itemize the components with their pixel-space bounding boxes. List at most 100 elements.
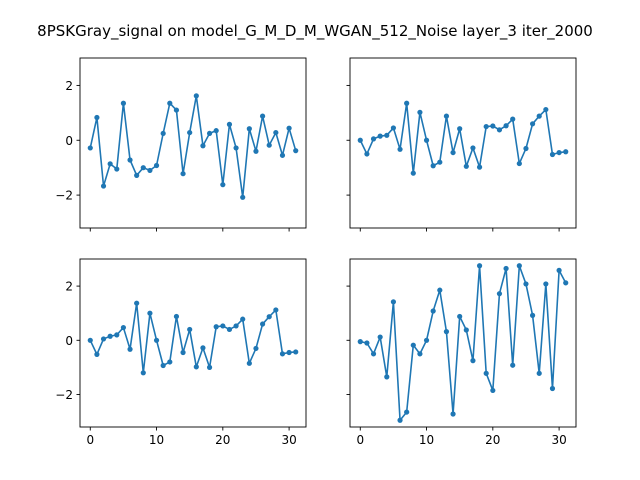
data-point: [153, 337, 160, 343]
data-point: [127, 346, 133, 352]
data-point: [423, 337, 430, 343]
data-point: [377, 334, 383, 340]
axes-frame: [349, 258, 577, 428]
data-point: [430, 308, 436, 314]
subplot-4: 0 10 20 30: [346, 258, 577, 447]
data-point: [397, 146, 403, 152]
data-point: [390, 125, 397, 131]
data-point: [187, 326, 193, 333]
data-point: [266, 314, 272, 320]
data-point: [457, 126, 463, 132]
data-point: [516, 160, 522, 167]
data-point: [286, 349, 292, 356]
data-point: [140, 165, 146, 171]
data-point: [417, 109, 423, 115]
series-line: [360, 264, 567, 422]
data-point: [476, 263, 483, 269]
data-point: [226, 326, 233, 333]
data-point: [410, 170, 416, 176]
data-point: [364, 151, 370, 157]
data-point: [240, 194, 246, 200]
data-point: [536, 113, 542, 119]
data-point: [200, 345, 206, 351]
data-point: [423, 137, 430, 143]
data-point: [100, 336, 107, 342]
data-point: [470, 145, 476, 151]
data-point: [253, 148, 259, 154]
data-point: [114, 332, 120, 338]
data-point: [404, 100, 410, 106]
data-point: [213, 128, 219, 134]
data-point: [160, 130, 166, 137]
axes-frame: [349, 57, 577, 229]
data-point: [246, 126, 252, 132]
data-point: [147, 167, 153, 174]
data-point: [114, 166, 120, 172]
data-point: [180, 349, 186, 356]
x-tick-label: 30: [551, 433, 566, 447]
data-point: [220, 323, 226, 329]
data-point: [529, 121, 536, 127]
x-tick-label: 10: [419, 433, 434, 447]
data-point: [417, 351, 423, 357]
data-point: [410, 342, 416, 348]
x-tick-label: 30: [281, 433, 296, 447]
data-point: [120, 100, 127, 106]
data-point: [120, 324, 127, 331]
axes-frame: [79, 258, 307, 428]
figure-title: 8PSKGray_signal on model_G_M_D_M_WGAN_51…: [37, 22, 593, 41]
data-point: [370, 351, 377, 357]
data-point: [357, 137, 363, 143]
data-point: [226, 121, 233, 127]
axes-frame: [79, 57, 307, 229]
data-point: [563, 149, 569, 155]
data-point: [450, 411, 456, 417]
data-point: [529, 312, 536, 318]
data-point: [437, 159, 443, 165]
data-point: [503, 123, 509, 129]
data-point: [107, 161, 113, 167]
data-point: [206, 130, 213, 137]
data-point: [279, 351, 286, 357]
data-point: [279, 152, 286, 158]
data-point: [266, 142, 272, 148]
data-point: [490, 123, 496, 129]
data-point: [556, 267, 562, 273]
data-point: [100, 183, 107, 189]
data-point: [233, 145, 239, 151]
data-point: [483, 370, 489, 376]
data-point: [384, 374, 390, 380]
data-point: [463, 163, 469, 169]
x-tick-label: 20: [215, 433, 230, 447]
data-point: [357, 339, 363, 345]
data-point: [127, 157, 133, 163]
data-point: [556, 149, 562, 156]
y-tick-label: 0: [65, 334, 73, 348]
x-tick-label: 20: [485, 433, 500, 447]
data-point: [437, 287, 443, 293]
subplot-3: 0 10 20 30 −2 0 2: [55, 258, 307, 447]
data-point: [523, 281, 529, 287]
data-point: [510, 116, 516, 122]
subplot-2: [346, 57, 577, 232]
data-point: [370, 136, 377, 142]
data-point: [220, 182, 226, 188]
data-point: [94, 114, 100, 121]
data-point: [390, 299, 397, 305]
y-tick-label: −2: [55, 189, 73, 203]
data-point: [496, 291, 503, 297]
data-point: [173, 313, 180, 320]
series-line: [359, 102, 566, 174]
data-point: [259, 113, 266, 119]
data-point: [286, 125, 292, 131]
data-point: [140, 370, 146, 376]
data-point: [273, 307, 279, 313]
data-point: [200, 143, 206, 149]
subplot-1: −2 0 2: [55, 57, 307, 232]
data-point: [543, 281, 549, 287]
data-point: [516, 263, 522, 269]
data-point: [523, 145, 529, 152]
data-point: [470, 358, 476, 364]
